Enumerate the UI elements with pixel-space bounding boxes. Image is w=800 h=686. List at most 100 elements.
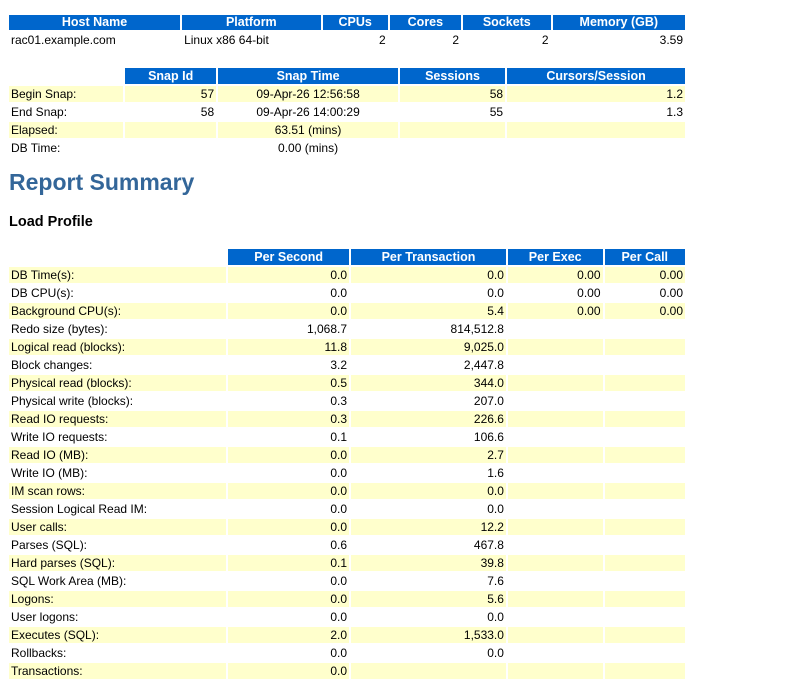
per-exec-value: 0.00 [577, 286, 601, 300]
load-profile-row: DB Time(s): 0.0 0.0 0.00 0.00 [9, 267, 685, 283]
host-header-row: Host Name Platform CPUs Cores Sockets Me… [9, 15, 685, 30]
per-transaction-value: 39.8 [351, 555, 506, 571]
per-transaction-value: 0.0 [351, 483, 506, 499]
cursors-per-session-value: 1.2 [507, 86, 685, 102]
metric-label: Hard parses (SQL): [9, 555, 227, 571]
load-profile-row: SQL Work Area (MB): 0.0 7.6 [9, 573, 685, 589]
cursors-per-session-value [507, 122, 685, 138]
per-transaction-value: 1.6 [487, 466, 504, 480]
metric-label: Block changes: [11, 358, 93, 372]
per-exec-value [507, 555, 603, 571]
snap-header-row: Snap Id Snap Time Sessions Cursors/Sessi… [9, 68, 685, 84]
page-title: Report Summary [9, 169, 195, 195]
per-call-value [605, 609, 686, 625]
metric-label: Logons: [9, 591, 227, 607]
per-transaction-value: 467.8 [473, 538, 504, 552]
cores-value: 2 [452, 33, 460, 47]
load-profile-row: Redo size (bytes): 1,068.7 814,512.8 [9, 321, 685, 337]
load-profile-row: Rollbacks: 0.0 0.0 [9, 645, 685, 661]
host-header-sockets: Sockets [463, 15, 551, 30]
metric-label: Executes (SQL): [9, 627, 227, 643]
load-profile-header-per-call: Per Call [604, 249, 685, 265]
metric-label: Transactions: [9, 663, 227, 679]
per-exec-value [507, 591, 603, 607]
metric-label: Logical read (blocks): [9, 339, 227, 355]
snap-row: Elapsed: 63.51 (mins) [9, 122, 685, 138]
snap-id-value: 58 [200, 105, 215, 119]
snap-time-value: 09-Apr-26 12:56:58 [218, 86, 398, 102]
per-second-value: 0.0 [228, 483, 350, 499]
per-exec-value [508, 573, 603, 589]
snap-table: Snap Id Snap Time Sessions Cursors/Sessi… [7, 66, 687, 158]
metric-label: Read IO (MB): [9, 447, 227, 463]
load-profile-row: Physical read (blocks): 0.5 344.0 [9, 375, 685, 391]
per-call-value [605, 465, 686, 481]
load-profile-row: Write IO (MB): 0.0 1.6 [9, 465, 685, 481]
load-profile-header-row: Per Second Per Transaction Per Exec Per … [9, 249, 685, 265]
per-call-value [604, 591, 685, 607]
load-profile-row: Parses (SQL): 0.6 467.8 [9, 537, 685, 553]
per-call-value [605, 393, 686, 409]
per-exec-value [507, 447, 603, 463]
snap-header-sessions: Sessions [400, 68, 506, 84]
per-second-value: 0.0 [330, 502, 348, 516]
per-second-value: 0.0 [228, 663, 350, 679]
metric-label: Write IO (MB): [11, 466, 88, 480]
snap-row: End Snap: 58 09-Apr-26 14:00:29 55 1.3 [9, 104, 685, 120]
load-profile-table: Per Second Per Transaction Per Exec Per … [7, 247, 687, 681]
metric-label: Physical read (blocks): [9, 375, 227, 391]
per-call-value [604, 375, 685, 391]
metric-label: DB CPU(s): [11, 286, 74, 300]
per-exec-value [508, 465, 603, 481]
cursors-per-session-value: 1.3 [666, 105, 683, 119]
metric-label: Rollbacks: [11, 646, 67, 660]
per-call-value [604, 447, 685, 463]
load-profile-row: Session Logical Read IM: 0.0 0.0 [9, 501, 685, 517]
per-second-value: 0.0 [330, 286, 348, 300]
per-exec-value [508, 609, 603, 625]
per-transaction-value: 5.4 [351, 303, 506, 319]
snap-id-value [125, 122, 217, 138]
load-profile-row: Read IO (MB): 0.0 2.7 [9, 447, 685, 463]
per-exec-value [507, 411, 603, 427]
per-transaction-value: 344.0 [351, 375, 506, 391]
snap-header-blank [9, 68, 123, 84]
snap-id-value [125, 140, 216, 156]
snap-time-value: 0.00 (mins) [278, 141, 339, 155]
per-transaction-value: 2.7 [351, 447, 506, 463]
per-exec-value [507, 483, 603, 499]
metric-label: Write IO requests: [11, 430, 108, 444]
cursors-per-session-value [507, 140, 685, 156]
per-second-value: 0.0 [228, 591, 350, 607]
per-second-value: 11.8 [228, 339, 350, 355]
per-call-value [604, 411, 685, 427]
per-transaction-value: 0.0 [487, 502, 504, 516]
per-exec-value [507, 339, 603, 355]
metric-label: Read IO requests: [9, 411, 227, 427]
per-second-value: 0.0 [330, 610, 348, 624]
per-exec-value [508, 501, 603, 517]
per-second-value: 0.6 [330, 538, 348, 552]
load-profile-row: User calls: 0.0 12.2 [9, 519, 685, 535]
load-profile-header-blank [9, 249, 226, 265]
per-transaction-value: 0.0 [487, 286, 504, 300]
per-transaction-value: 106.6 [473, 430, 504, 444]
per-second-value: 0.0 [330, 574, 348, 588]
per-second-value: 2.0 [228, 627, 350, 643]
per-transaction-value: 1,533.0 [351, 627, 506, 643]
load-profile-header-per-transaction: Per Transaction [351, 249, 506, 265]
per-exec-value [507, 519, 603, 535]
load-profile-row: Transactions: 0.0 [9, 663, 685, 679]
cpus-value: 2 [379, 33, 386, 47]
per-call-value [605, 357, 686, 373]
host-header-memory: Memory (GB) [552, 15, 685, 30]
per-call-value [604, 519, 685, 535]
per-second-value: 0.1 [228, 555, 350, 571]
platform-value: Linux x86 64-bit [184, 33, 269, 47]
load-profile-row: DB CPU(s): 0.0 0.0 0.00 0.00 [9, 285, 685, 301]
per-call-value [605, 501, 686, 517]
load-profile-row: Executes (SQL): 2.0 1,533.0 [9, 627, 685, 643]
per-transaction-value: 814,512.8 [450, 322, 504, 336]
load-profile-row: Physical write (blocks): 0.3 207.0 [9, 393, 685, 409]
memory-value: 3.59 [659, 33, 683, 47]
